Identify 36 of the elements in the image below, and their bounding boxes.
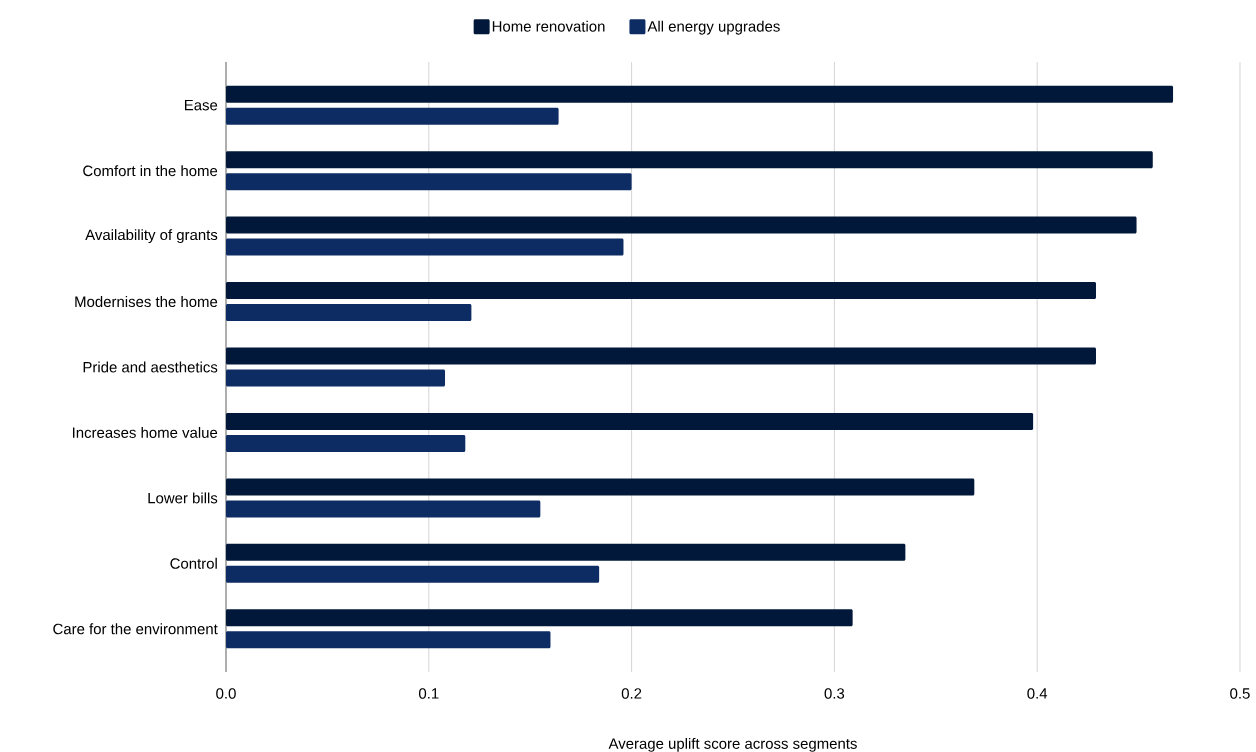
x-tick-label: 0.3 <box>824 688 845 699</box>
legend-label: Home renovation <box>492 20 605 32</box>
x-tick-label: 0.5 <box>1230 688 1250 699</box>
legend-label: All energy upgrades <box>647 20 780 35</box>
bar <box>226 107 559 125</box>
x-tick-label: 0.4 <box>1027 688 1048 699</box>
bar <box>226 565 600 583</box>
bar <box>226 609 853 627</box>
bar <box>226 478 975 496</box>
x-tick-label: 0.2 <box>621 688 642 699</box>
bar <box>226 304 472 322</box>
bar <box>226 238 624 256</box>
bar <box>226 500 541 518</box>
bar <box>226 631 551 649</box>
y-tick-label: Modernises the home <box>75 296 218 308</box>
bar <box>226 543 906 561</box>
bar <box>226 173 632 191</box>
bar <box>226 412 1034 430</box>
y-tick-label: Control <box>170 557 217 569</box>
y-tick-label: Comfort in the home <box>83 165 218 177</box>
bar <box>226 434 466 452</box>
bar <box>226 369 446 387</box>
y-tick-label: Availability of grants <box>85 229 218 244</box>
bar <box>226 216 1137 234</box>
bar <box>226 85 1174 103</box>
y-tick-label: Ease <box>184 99 218 111</box>
y-tick-label: Pride and aesthetics <box>83 361 218 373</box>
bar <box>226 282 1096 300</box>
x-axis-title: Average uplift score across segments <box>608 737 857 752</box>
bar <box>226 347 1096 365</box>
y-tick-label: Increases home value <box>73 426 218 438</box>
y-tick-label: Care for the environment <box>53 623 218 635</box>
bar <box>226 151 1153 169</box>
x-tick-label: 0.0 <box>216 688 236 699</box>
y-tick-label: Lower bills <box>148 492 218 504</box>
x-tick-label: 0.1 <box>418 688 439 699</box>
